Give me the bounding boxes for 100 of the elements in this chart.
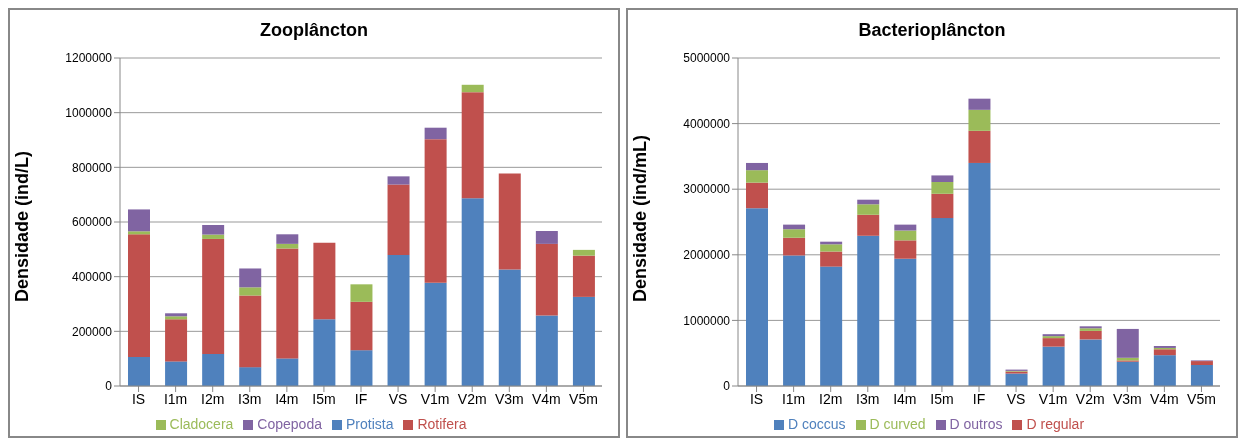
bar bbox=[1153, 349, 1176, 356]
x-tick-label: I4m bbox=[275, 390, 299, 407]
x-tick-label: IF bbox=[972, 390, 986, 407]
x-tick-label: I3m bbox=[238, 390, 262, 407]
bar bbox=[276, 248, 299, 359]
bar bbox=[498, 173, 521, 270]
legend-label: Cladocera bbox=[169, 416, 234, 432]
bar bbox=[128, 234, 150, 358]
bar bbox=[820, 244, 843, 252]
bar bbox=[894, 230, 917, 241]
bar bbox=[239, 295, 262, 368]
bar bbox=[931, 181, 954, 194]
x-tick-label: V3m bbox=[494, 390, 524, 407]
bar bbox=[894, 224, 917, 231]
y-tick-label: 2000000 bbox=[683, 248, 731, 263]
bar bbox=[498, 269, 521, 386]
bar bbox=[783, 237, 806, 256]
legend-label: Protista bbox=[345, 416, 394, 432]
x-tick-label: I3m bbox=[856, 390, 880, 407]
bar bbox=[1116, 328, 1139, 358]
bar bbox=[572, 249, 595, 256]
bar bbox=[820, 251, 843, 267]
bar bbox=[857, 214, 880, 236]
bar bbox=[535, 231, 558, 244]
bar bbox=[202, 354, 225, 386]
x-tick-label: V5m bbox=[569, 390, 598, 407]
bar bbox=[968, 98, 991, 110]
x-tick-label: IS bbox=[749, 390, 764, 407]
y-tick-label: 1000000 bbox=[683, 313, 731, 328]
x-tick-label: V1m bbox=[1038, 390, 1068, 407]
x-tick-label: V2m bbox=[457, 390, 487, 407]
bar bbox=[202, 238, 225, 355]
bar bbox=[239, 268, 262, 288]
x-tick-label: V4m bbox=[1149, 390, 1179, 407]
x-tick-label: IS bbox=[131, 390, 146, 407]
bar bbox=[1042, 338, 1065, 347]
bar bbox=[424, 127, 447, 140]
bar bbox=[968, 109, 991, 131]
bar bbox=[1079, 339, 1102, 386]
x-tick-label: I1m bbox=[781, 390, 806, 407]
bar bbox=[461, 84, 484, 93]
bar bbox=[535, 315, 558, 386]
y-tick-label: 4000000 bbox=[683, 116, 731, 131]
bar bbox=[746, 170, 768, 183]
bar bbox=[424, 139, 447, 283]
x-tick-label: V3m bbox=[1112, 390, 1142, 407]
bar bbox=[572, 296, 595, 386]
y-tick-label: 800000 bbox=[71, 160, 113, 175]
x-tick-label: I1m bbox=[163, 390, 188, 407]
bar bbox=[387, 184, 410, 256]
bar bbox=[202, 225, 225, 235]
y-axis-title: Densidade (ind/L) bbox=[12, 150, 33, 302]
x-tick-label: I5m bbox=[312, 390, 336, 407]
legend-label: D regular bbox=[1026, 416, 1085, 432]
bar bbox=[968, 162, 991, 386]
bar bbox=[276, 234, 299, 244]
bar bbox=[783, 229, 806, 238]
y-tick-label: 0 bbox=[105, 379, 113, 394]
bar bbox=[239, 287, 262, 296]
x-tick-label: I5m bbox=[930, 390, 954, 407]
chart-title: Bacterioplâncton bbox=[857, 20, 1007, 42]
bar bbox=[128, 357, 150, 386]
y-tick-label: 0 bbox=[723, 379, 731, 394]
bar bbox=[1079, 330, 1102, 340]
bar bbox=[572, 255, 595, 297]
x-tick-label: VS bbox=[388, 390, 408, 407]
bar bbox=[165, 361, 188, 386]
x-tick-label: V4m bbox=[531, 390, 561, 407]
bar bbox=[968, 130, 991, 163]
bar bbox=[931, 193, 954, 219]
bar bbox=[239, 367, 262, 386]
bar bbox=[387, 176, 410, 185]
y-axis-title: Densidade (ind/mL) bbox=[630, 134, 651, 302]
bar bbox=[350, 301, 373, 351]
bar bbox=[857, 204, 880, 215]
bar bbox=[276, 243, 299, 249]
y-tick-label: 3000000 bbox=[683, 182, 731, 197]
bar bbox=[535, 243, 558, 316]
x-tick-label: V5m bbox=[1187, 390, 1216, 407]
bar bbox=[461, 198, 484, 386]
bar bbox=[820, 266, 843, 386]
bar bbox=[894, 258, 917, 386]
legend-label: D curved bbox=[869, 416, 926, 432]
x-tick-label: V1m bbox=[420, 390, 450, 407]
bar bbox=[746, 208, 768, 386]
bar bbox=[931, 218, 954, 386]
bar bbox=[387, 255, 410, 386]
bar bbox=[165, 319, 188, 362]
y-tick-label: 200000 bbox=[71, 324, 113, 339]
bar bbox=[424, 282, 447, 386]
bar bbox=[461, 92, 484, 199]
bar bbox=[128, 209, 150, 232]
bar bbox=[313, 242, 336, 320]
y-tick-label: 600000 bbox=[71, 215, 113, 230]
bar bbox=[1190, 365, 1213, 386]
x-tick-label: I2m bbox=[201, 390, 225, 407]
bar bbox=[783, 255, 806, 386]
bar bbox=[746, 182, 768, 209]
y-tick-label: 1200000 bbox=[65, 51, 113, 66]
bar bbox=[202, 234, 225, 239]
